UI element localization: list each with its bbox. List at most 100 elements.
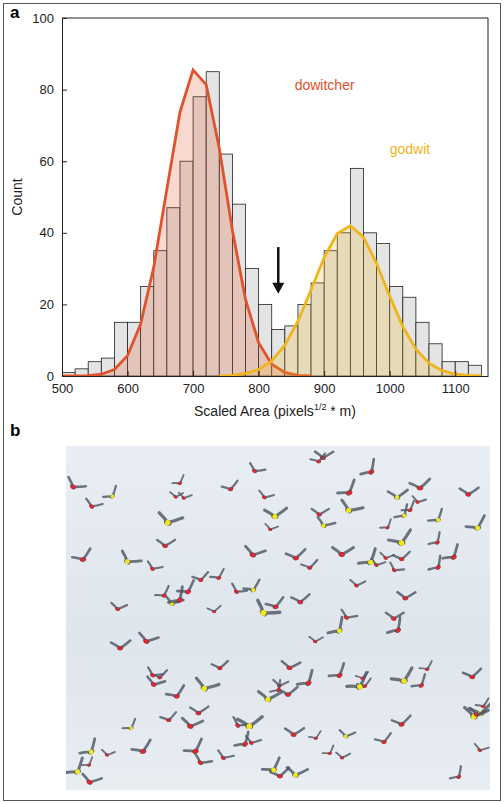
bird-wings (183, 739, 205, 755)
y-axis-line (62, 19, 63, 377)
y-axis-title: Count (9, 178, 25, 215)
bird-marker (74, 768, 81, 775)
bird-marker (286, 692, 291, 697)
bird (102, 486, 121, 502)
y-tick-label: 100 (32, 11, 54, 26)
bird (136, 630, 158, 648)
bird (338, 497, 363, 519)
bird-wings (331, 544, 353, 557)
bird-marker (435, 517, 441, 523)
bird-body (275, 687, 281, 693)
bird-marker (399, 722, 404, 727)
bird-marker (368, 469, 375, 476)
bird-marker (308, 566, 312, 570)
bird-body (477, 748, 483, 753)
bird-marker (356, 683, 363, 690)
bird-wings (427, 532, 444, 547)
bird (215, 748, 233, 764)
bird-wings (473, 742, 488, 754)
bird (349, 577, 366, 589)
bird-body (149, 566, 155, 572)
bird-body (316, 459, 322, 463)
bird-wings (281, 658, 301, 670)
bird-body (343, 734, 349, 739)
bird (379, 550, 394, 562)
arrow-head (272, 283, 284, 294)
bird (326, 617, 350, 639)
bird (410, 479, 430, 491)
bird-marker (343, 734, 348, 739)
bird-body (450, 554, 458, 561)
bird-marker (313, 640, 317, 644)
bird-marker (298, 600, 302, 604)
bird-wings (356, 549, 380, 568)
bird-wings (131, 740, 153, 754)
bird-wings (254, 597, 280, 621)
bird-body (344, 507, 353, 515)
bird-body (338, 552, 345, 558)
bird-marker (150, 673, 155, 678)
bird-body (157, 676, 162, 680)
bird (427, 532, 445, 549)
bird-marker (361, 677, 364, 680)
bird-wings (165, 685, 186, 698)
bird (193, 674, 219, 696)
bird-marker (474, 525, 480, 531)
figure: a50060070080090010001100020406080100Scal… (0, 0, 504, 804)
bird (177, 490, 192, 502)
bird-marker (425, 667, 429, 671)
bird-marker (392, 568, 397, 573)
bird-wings (379, 550, 394, 560)
bird-body (397, 539, 406, 546)
x-tick-mark (455, 371, 456, 376)
bird-marker (418, 683, 424, 689)
bird (83, 496, 102, 512)
bird (441, 544, 464, 564)
bird (448, 766, 466, 783)
bird-marker (105, 753, 109, 757)
bird-body (109, 493, 116, 499)
bird-marker (252, 468, 257, 473)
bird (176, 580, 198, 597)
bird-wings (261, 758, 283, 774)
x-tick-label: 500 (52, 381, 74, 396)
bird-wings (419, 661, 434, 671)
bird (160, 712, 177, 723)
bird (327, 663, 349, 682)
bird-marker (276, 687, 281, 692)
bird-wings (469, 705, 486, 717)
panel-label: b (10, 421, 20, 440)
bird-wings (193, 751, 212, 767)
bird (242, 580, 262, 595)
bird (100, 747, 115, 758)
x-tick: 800 (248, 371, 270, 396)
bird (192, 572, 209, 583)
bird-body (407, 508, 413, 513)
bird (475, 698, 490, 710)
bird-body (220, 755, 226, 761)
bird-body (166, 718, 172, 722)
bird (111, 639, 131, 651)
bird (71, 549, 93, 565)
x-tick: 1100 (442, 371, 470, 396)
bird-wings (216, 748, 234, 762)
bird-wings (475, 698, 490, 708)
bird-wings (248, 461, 266, 476)
bird-marker (185, 589, 191, 595)
bird-body (162, 543, 168, 548)
bird-marker (435, 564, 441, 570)
bird-marker (262, 495, 267, 500)
bird-marker (176, 597, 183, 604)
bird-body (307, 566, 313, 570)
bird (183, 739, 206, 757)
bird-body (383, 556, 388, 560)
bird (110, 600, 128, 613)
bird-wings (78, 739, 100, 758)
bird-body (394, 495, 401, 500)
bird-marker (228, 487, 233, 492)
bird (311, 506, 329, 518)
bird-marker (164, 519, 171, 526)
x-tick-mark (128, 371, 129, 376)
bird-marker (395, 495, 400, 500)
bird (459, 485, 479, 498)
